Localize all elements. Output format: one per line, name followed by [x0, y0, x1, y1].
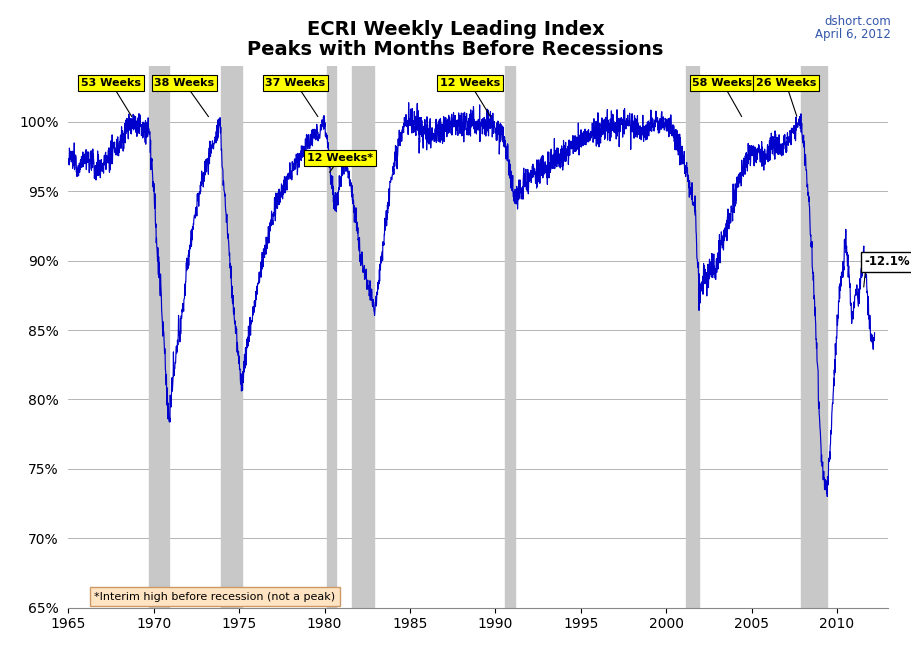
Bar [802, 66, 827, 608]
Text: Peaks with Months Before Recessions: Peaks with Months Before Recessions [247, 40, 664, 59]
Bar [327, 66, 336, 608]
Text: -12.1%: -12.1% [865, 256, 910, 269]
Text: dshort.com: dshort.com [824, 15, 891, 28]
Text: 37 Weeks: 37 Weeks [265, 78, 325, 88]
Bar [352, 66, 374, 608]
Text: April 6, 2012: April 6, 2012 [815, 28, 891, 41]
Text: 38 Weeks: 38 Weeks [155, 78, 214, 88]
Bar [506, 66, 516, 608]
Text: 12 Weeks*: 12 Weeks* [307, 153, 373, 163]
Bar [149, 66, 169, 608]
Text: 58 Weeks: 58 Weeks [692, 78, 752, 88]
Bar [220, 66, 242, 608]
Bar [686, 66, 699, 608]
Text: 12 Weeks: 12 Weeks [440, 78, 500, 88]
Text: *Interim high before recession (not a peak): *Interim high before recession (not a pe… [94, 592, 335, 602]
Text: 53 Weeks: 53 Weeks [81, 78, 141, 88]
Text: ECRI Weekly Leading Index: ECRI Weekly Leading Index [307, 20, 604, 39]
Text: 26 Weeks: 26 Weeks [755, 78, 816, 88]
